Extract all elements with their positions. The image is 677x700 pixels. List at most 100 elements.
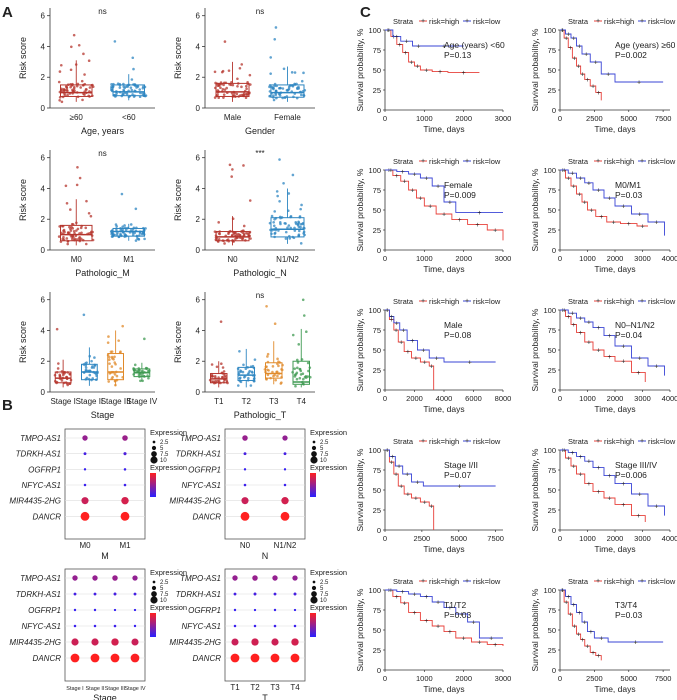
legend-title: Strata (393, 437, 414, 446)
panel-label-a: A (2, 4, 13, 21)
y-tick-label: 6 (41, 296, 46, 305)
data-point (107, 380, 110, 383)
censor-mark: + (405, 472, 409, 479)
legend-size-dot (151, 591, 157, 597)
data-point (293, 71, 297, 74)
censor-mark: + (560, 28, 564, 35)
x-tick-label: T1 (230, 683, 240, 692)
data-point (248, 199, 252, 202)
y-tick-label: 4 (41, 184, 46, 193)
data-point (276, 194, 279, 198)
x-tick-label: 1000 (416, 674, 433, 683)
legend-marker: + (640, 578, 644, 585)
x-axis-label: Time, days (594, 544, 635, 554)
y-tick-label: 100 (368, 446, 381, 455)
censor-mark: + (583, 620, 587, 627)
legend-marker: + (640, 438, 644, 445)
censor-mark: + (596, 325, 600, 332)
censor-mark: + (462, 636, 466, 643)
data-point (66, 93, 69, 97)
x-tick-label: T4 (290, 683, 300, 692)
censor-mark: + (401, 328, 405, 335)
data-point (237, 371, 241, 374)
censor-mark: + (385, 448, 389, 455)
data-point (78, 176, 82, 180)
data-point (214, 379, 217, 383)
box (237, 366, 255, 381)
survival-curve (385, 309, 435, 390)
data-point (143, 337, 146, 341)
survival-curve (560, 449, 665, 516)
survival-curve (385, 309, 496, 363)
y-tick-label: 50 (548, 206, 556, 215)
censor-mark: + (572, 184, 576, 191)
data-point (282, 182, 285, 185)
censor-mark: + (570, 311, 574, 318)
km-chart: 0 25 50 75 100 0 2500 5000 7500 Time, days Surviva… (530, 17, 676, 134)
data-point (106, 341, 110, 344)
x-tick-label: 6000 (465, 394, 482, 403)
data-point (219, 86, 222, 89)
data-point (274, 378, 278, 382)
censor-mark: + (638, 212, 642, 219)
expression-dot (133, 592, 137, 596)
data-point (297, 343, 301, 346)
data-point (113, 361, 117, 364)
censor-mark: + (389, 588, 393, 595)
expression-dot (253, 608, 257, 612)
expression-dot (283, 468, 287, 471)
y-tick-label: 0 (196, 104, 201, 113)
censor-mark: + (654, 364, 658, 371)
data-point (113, 355, 116, 359)
censor-mark: + (654, 504, 658, 511)
legend-label: risk=low (648, 17, 676, 26)
survival-curve (385, 29, 464, 47)
data-point (58, 98, 61, 102)
censor-mark: + (489, 636, 493, 643)
legend-title: Strata (393, 577, 414, 586)
data-point (266, 355, 269, 358)
data-point (273, 373, 276, 377)
legend-size-label: 7.5 (160, 592, 169, 598)
data-point (79, 86, 82, 89)
y-tick-label: 0 (41, 388, 46, 397)
censor-mark: + (398, 42, 402, 49)
data-point (296, 222, 300, 226)
x-tick-label: T4 (297, 397, 307, 406)
data-point (227, 69, 231, 72)
gene-label: TDRKH-AS1 (16, 590, 61, 599)
x-tick-label: N1/N2 (274, 541, 297, 550)
data-point (249, 83, 252, 86)
censor-mark: + (654, 220, 658, 227)
censor-mark: + (587, 481, 591, 488)
y-tick-label: 75 (548, 466, 556, 475)
censor-mark: + (570, 171, 574, 178)
legend-title: Expression (310, 568, 347, 577)
km-annotation: M0/M1 (615, 180, 641, 190)
survival-curve (560, 29, 602, 101)
censor-mark: + (637, 80, 641, 87)
censor-mark: + (401, 169, 405, 176)
legend-size-dot (150, 456, 158, 464)
censor-mark: + (566, 32, 570, 39)
y-tick-label: 25 (548, 646, 556, 655)
censor-mark: + (566, 176, 570, 183)
data-point (62, 89, 66, 93)
survival-curve (560, 169, 665, 236)
y-axis-label: Risk score (173, 37, 183, 79)
x-tick-label: 4000 (436, 394, 453, 403)
data-point (275, 190, 279, 193)
data-point (66, 242, 70, 246)
legend-title: Strata (568, 577, 589, 586)
data-point (287, 192, 291, 195)
data-point (299, 369, 303, 373)
legend-size-dot (311, 445, 317, 451)
box (292, 360, 310, 385)
expression-dot (121, 496, 129, 505)
dotplot-chart: TMPO-AS1 TDRKH-AS1 OGFRP1 NFYC-AS1 MIR4435-2… (169, 568, 347, 700)
censor-mark: + (424, 594, 428, 601)
data-point (90, 359, 93, 363)
legend-marker: + (596, 18, 600, 25)
x-axis-label: Time, days (423, 404, 464, 414)
